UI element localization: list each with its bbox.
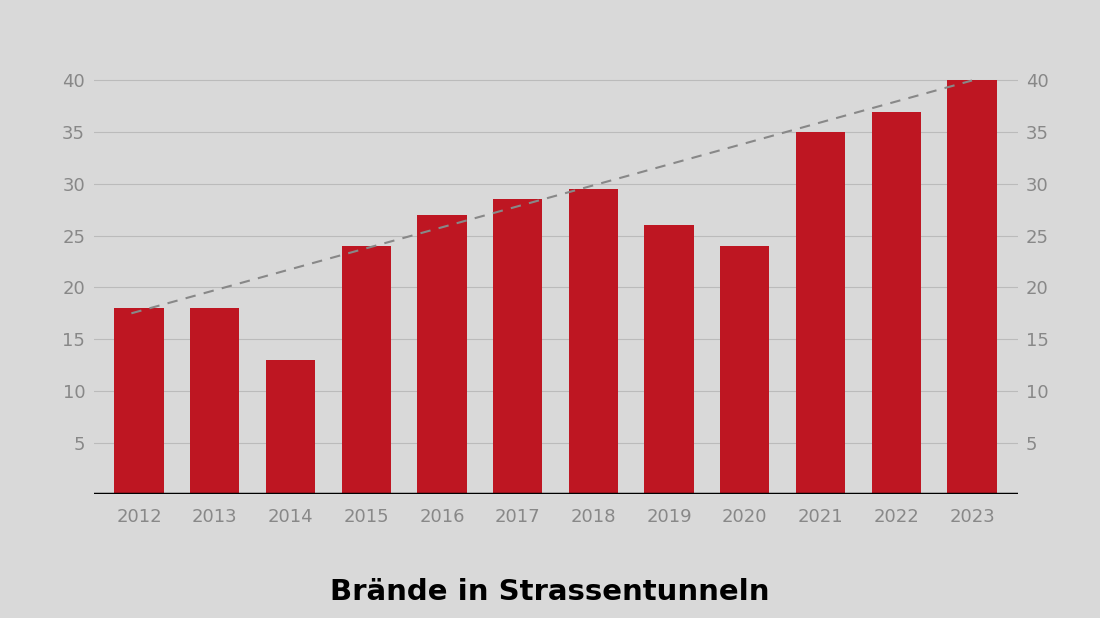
Bar bbox=[796, 132, 845, 494]
Bar bbox=[720, 246, 770, 494]
Bar bbox=[190, 308, 240, 494]
Text: Brände in Strassentunneln: Brände in Strassentunneln bbox=[330, 578, 770, 606]
Bar bbox=[114, 308, 164, 494]
Bar bbox=[417, 215, 466, 494]
Bar bbox=[569, 189, 618, 494]
Bar bbox=[947, 80, 997, 494]
Bar bbox=[266, 360, 315, 494]
Bar bbox=[871, 111, 921, 494]
Bar bbox=[645, 226, 694, 494]
Bar bbox=[493, 200, 542, 494]
Bar bbox=[341, 246, 390, 494]
